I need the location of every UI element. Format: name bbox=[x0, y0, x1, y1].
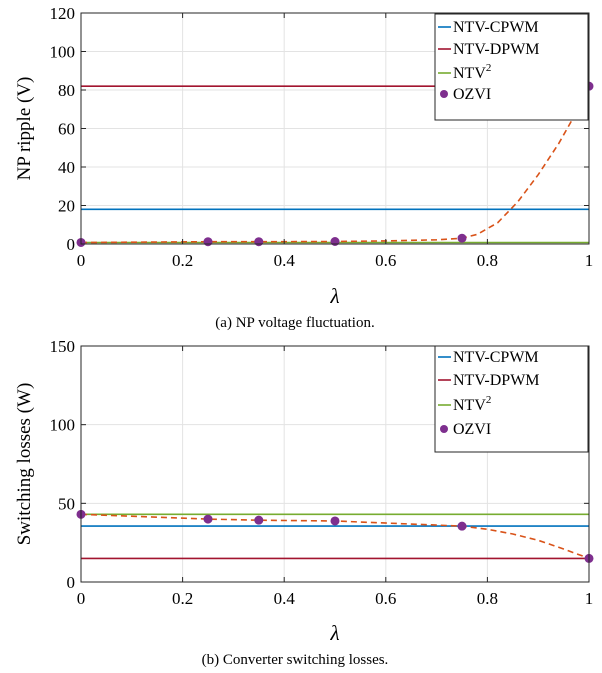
legend-label: NTV2 bbox=[453, 62, 491, 82]
y-tick-label: 50 bbox=[58, 494, 75, 513]
x-tick-label: 0.6 bbox=[375, 589, 396, 608]
y-tick-label: 120 bbox=[50, 4, 76, 23]
y-tick-label: 0 bbox=[67, 573, 76, 592]
x-tick-label: 0.2 bbox=[172, 589, 193, 608]
data-point-ozvi bbox=[457, 233, 467, 243]
panel-caption: (b) Converter switching losses. bbox=[202, 652, 389, 668]
y-tick-label: 40 bbox=[58, 158, 75, 177]
legend-label-text: OZVI bbox=[453, 86, 491, 103]
data-point-ozvi bbox=[330, 236, 340, 246]
trend-dashed-line bbox=[80, 513, 590, 560]
legend-marker-ozvi bbox=[440, 425, 448, 433]
legend-box bbox=[434, 345, 589, 453]
legend: NTV-CPWM NTV-DPWM NTV2 OZVI bbox=[434, 345, 589, 453]
y-tick-label: 60 bbox=[58, 120, 75, 139]
legend-label-text: NTV-DPWM bbox=[453, 372, 540, 389]
data-point-ozvi bbox=[254, 515, 264, 525]
legend-label: OZVI bbox=[453, 421, 491, 438]
legend-label: NTV2 bbox=[453, 394, 491, 414]
legend-label: NTV-DPWM bbox=[453, 372, 540, 389]
x-tick-label: 0.8 bbox=[477, 251, 498, 270]
legend-label: OZVI bbox=[453, 86, 491, 103]
chart-panel-b: 0 0.2 0.4 0.6 0.8 1 0 50 100 150 λ Switching losses… bbox=[14, 337, 594, 668]
panel-caption: (a) NP voltage fluctuation. bbox=[215, 315, 374, 331]
legend-marker-ozvi bbox=[440, 90, 448, 98]
x-tick-label: 0.4 bbox=[274, 251, 296, 270]
data-point-ozvi bbox=[330, 516, 340, 526]
y-tick-label: 80 bbox=[58, 81, 75, 100]
legend-label-text: NTV-CPWM bbox=[453, 349, 539, 366]
x-tick-label: 0.6 bbox=[375, 251, 396, 270]
legend: NTV-CPWM NTV-DPWM NTV2 OZVI bbox=[434, 13, 589, 121]
legend-label-superscript: 2 bbox=[486, 62, 492, 74]
trend-dashed-line bbox=[80, 85, 590, 244]
y-tick-label: 150 bbox=[50, 337, 76, 356]
y-axis-label: NP ripple (V) bbox=[14, 77, 35, 181]
legend-label-superscript: 2 bbox=[486, 394, 492, 406]
legend-label-text: NTV bbox=[453, 397, 486, 414]
data-point-ozvi bbox=[203, 514, 213, 524]
legend-label-text: NTV bbox=[453, 65, 486, 82]
y-tick-label: 100 bbox=[50, 43, 76, 62]
x-tick-label: 0.2 bbox=[172, 251, 193, 270]
x-tick-label: 0.8 bbox=[477, 589, 498, 608]
x-tick-label: 1 bbox=[585, 251, 594, 270]
y-tick-label: 0 bbox=[67, 235, 76, 254]
y-tick-label: 20 bbox=[58, 197, 75, 216]
x-tick-label: 0.4 bbox=[274, 589, 296, 608]
legend-label: NTV-DPWM bbox=[453, 41, 540, 58]
legend-label: NTV-CPWM bbox=[453, 349, 539, 366]
chart-panel-a: 0 0.2 0.4 0.6 0.8 1 0 20 40 60 80 100 120 λ NP ripple … bbox=[14, 4, 594, 331]
x-axis-label: λ bbox=[329, 621, 339, 645]
x-tick-label: 0 bbox=[77, 251, 86, 270]
legend-box bbox=[434, 13, 589, 121]
axes-box bbox=[80, 345, 590, 583]
y-axis-label: Switching losses (W) bbox=[14, 383, 35, 546]
legend-label-text: NTV-CPWM bbox=[453, 19, 539, 36]
legend-label: NTV-CPWM bbox=[453, 19, 539, 36]
x-axis-label: λ bbox=[329, 284, 339, 308]
y-tick-label: 100 bbox=[50, 416, 76, 435]
data-point-ozvi bbox=[457, 521, 467, 531]
legend-label-text: OZVI bbox=[453, 421, 491, 438]
x-tick-label: 0 bbox=[77, 589, 86, 608]
x-tick-label: 1 bbox=[585, 589, 594, 608]
legend-label-text: NTV-DPWM bbox=[453, 41, 540, 58]
